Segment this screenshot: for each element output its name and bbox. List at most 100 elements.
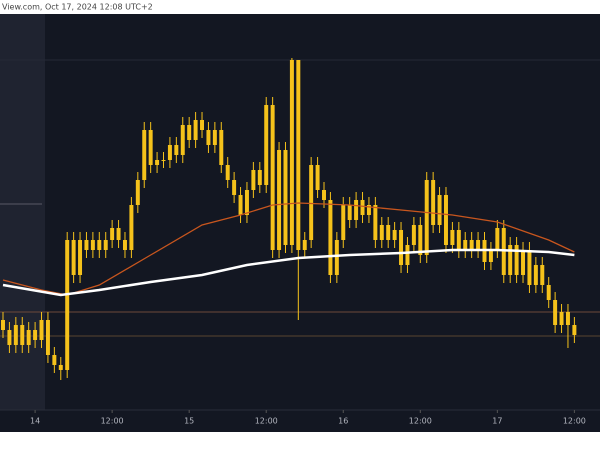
x-tick-label: 15 xyxy=(184,417,194,426)
candle-body xyxy=(514,245,519,275)
candle-body xyxy=(334,240,339,275)
candle-body xyxy=(251,170,256,190)
candle-body xyxy=(456,230,461,250)
candle-body xyxy=(174,145,179,155)
candle-body xyxy=(488,250,493,262)
candle-body xyxy=(78,240,83,275)
candle-body xyxy=(142,130,147,180)
candle-body xyxy=(533,265,538,285)
candle-body xyxy=(450,230,455,245)
x-tick-label: 17 xyxy=(492,417,502,426)
candle-body xyxy=(424,180,429,255)
candle-body xyxy=(553,300,558,325)
candle-body xyxy=(322,190,326,200)
candle-body xyxy=(52,355,57,365)
candle-body xyxy=(180,125,185,155)
candle-body xyxy=(360,200,365,215)
x-tick-label: 14 xyxy=(30,417,40,426)
candle-body xyxy=(206,130,211,145)
candle-body xyxy=(238,195,243,215)
candle-body xyxy=(283,150,288,245)
candle-body xyxy=(232,180,237,195)
candle-body xyxy=(495,228,500,250)
candle-body xyxy=(103,240,108,250)
candle-body xyxy=(90,240,95,250)
candle-body xyxy=(386,225,391,240)
x-tick-label: 12:00 xyxy=(409,417,432,426)
candle-body xyxy=(33,330,38,340)
candle-body xyxy=(71,240,76,275)
candle-body xyxy=(418,225,423,255)
candle-body xyxy=(116,228,121,240)
candle-body xyxy=(129,205,134,250)
candle-body xyxy=(135,180,140,205)
candle-body xyxy=(366,205,371,215)
candle-body xyxy=(476,240,481,250)
candle-body xyxy=(437,195,442,225)
candle-body xyxy=(225,165,230,180)
candle-body xyxy=(39,320,44,340)
candle-body xyxy=(13,325,18,345)
candle-body xyxy=(540,265,545,285)
candle-body xyxy=(315,165,320,190)
candle-body xyxy=(527,250,532,285)
candle-body xyxy=(411,225,416,245)
candle-body xyxy=(328,200,333,275)
candle-body xyxy=(26,330,31,345)
candle-body xyxy=(521,250,526,275)
x-tick-label: 12:00 xyxy=(563,417,586,426)
candle-body xyxy=(7,330,12,345)
candle-body xyxy=(546,285,551,300)
candle-body xyxy=(405,245,410,265)
candle-body xyxy=(508,245,513,275)
candle-body xyxy=(379,225,384,240)
candle-body xyxy=(219,130,224,165)
candle-body xyxy=(277,150,282,250)
x-tick-label: 16 xyxy=(338,417,348,426)
candle-body xyxy=(45,320,50,355)
candle-body xyxy=(155,160,160,165)
candle-body xyxy=(200,120,205,130)
x-tick-label: 12:00 xyxy=(101,417,124,426)
candle-body xyxy=(431,180,436,225)
moving-average xyxy=(2,248,575,297)
candle-body xyxy=(341,205,346,240)
candle-body xyxy=(122,240,127,250)
candle-body xyxy=(392,230,397,240)
header: View.com, Oct 17, 2024 12:08 UTC+2 xyxy=(2,3,153,12)
candle-body xyxy=(309,165,314,240)
candle-body xyxy=(469,240,474,250)
candle-body xyxy=(244,190,249,215)
candle-body xyxy=(187,125,192,140)
candle-body xyxy=(65,240,70,370)
candle-body xyxy=(58,365,63,370)
candle-body xyxy=(559,312,564,325)
candle-body xyxy=(212,130,217,145)
candle-body xyxy=(167,145,172,160)
candle-body xyxy=(257,170,262,185)
candle-body xyxy=(264,105,269,185)
candle-body xyxy=(373,205,378,240)
candle-body xyxy=(97,240,102,250)
candle-body xyxy=(572,325,577,335)
candle-body xyxy=(347,205,352,220)
candle-body xyxy=(443,195,448,245)
candle-body xyxy=(84,240,89,250)
candle-body xyxy=(354,200,359,220)
candle-body xyxy=(463,240,468,250)
candle-body xyxy=(399,230,404,265)
candle-body xyxy=(302,240,307,250)
candle-body xyxy=(296,60,301,250)
candle-body xyxy=(193,120,198,140)
candle-body xyxy=(1,320,5,330)
candle-body xyxy=(20,325,25,345)
candle-body xyxy=(110,228,115,240)
x-tick-label: 12:00 xyxy=(255,417,278,426)
candle-body xyxy=(161,160,166,161)
candle-body xyxy=(289,60,294,245)
candle-body xyxy=(565,312,570,325)
candle-body xyxy=(148,130,153,165)
candle-body xyxy=(270,105,275,250)
